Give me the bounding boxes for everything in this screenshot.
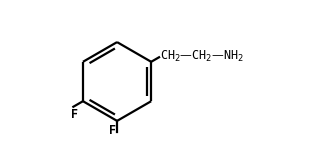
Text: F: F	[71, 108, 78, 121]
Text: F: F	[109, 125, 116, 138]
Text: CH$_2$—CH$_2$—NH$_2$: CH$_2$—CH$_2$—NH$_2$	[160, 49, 244, 64]
